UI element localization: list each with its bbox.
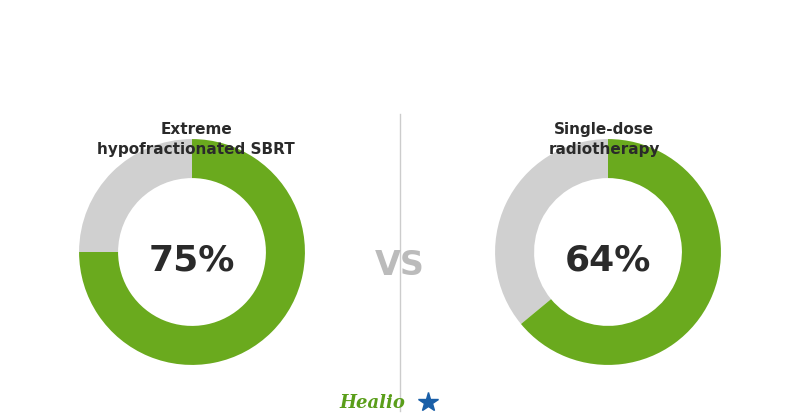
Wedge shape <box>79 139 192 252</box>
Text: Extreme
hypofractionated SBRT: Extreme hypofractionated SBRT <box>97 122 295 157</box>
Text: Healio: Healio <box>339 394 405 412</box>
Text: VS: VS <box>375 249 425 282</box>
Wedge shape <box>521 139 721 365</box>
Text: 75%: 75% <box>149 243 235 277</box>
Wedge shape <box>79 139 305 365</box>
Text: Actuarial 4-year PSA RFS rates among men: Actuarial 4-year PSA RFS rates among men <box>162 32 638 51</box>
Text: Single-dose
radiotherapy: Single-dose radiotherapy <box>548 122 660 157</box>
Text: with unfavorable-risk prostate cancer: with unfavorable-risk prostate cancer <box>192 74 608 93</box>
Wedge shape <box>495 139 608 324</box>
Text: 64%: 64% <box>565 243 651 277</box>
